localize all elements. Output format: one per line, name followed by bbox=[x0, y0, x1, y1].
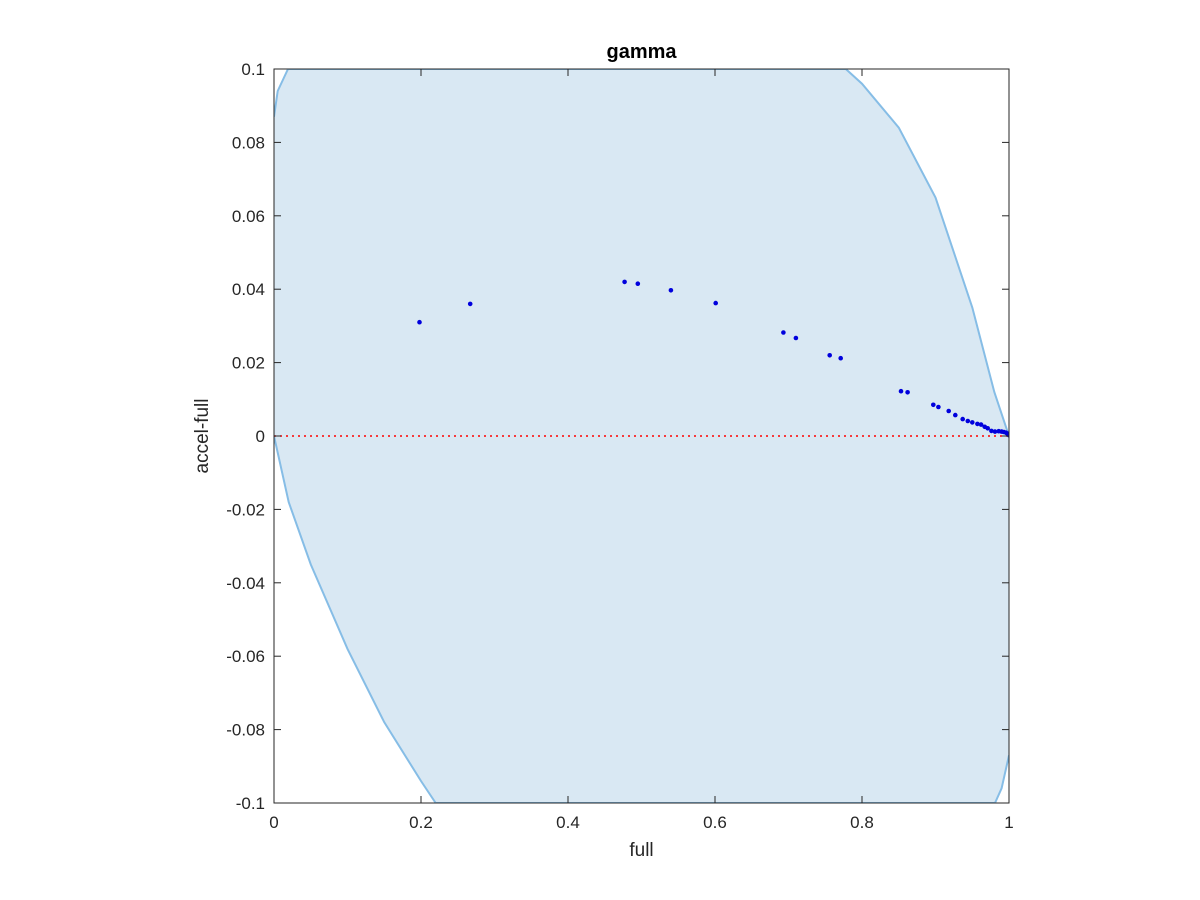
data-point bbox=[793, 335, 799, 341]
data-point bbox=[622, 279, 627, 285]
x-tick-label: 0.4 bbox=[556, 813, 580, 832]
data-point bbox=[668, 288, 674, 293]
data-point bbox=[905, 390, 910, 395]
data-point bbox=[467, 301, 473, 307]
data-point bbox=[838, 355, 843, 361]
data-point bbox=[992, 429, 998, 434]
data-point bbox=[965, 418, 971, 424]
x-axis-label: full bbox=[629, 840, 653, 861]
y-axis-label: accel-full bbox=[192, 399, 213, 474]
data-point bbox=[635, 281, 641, 287]
data-point bbox=[970, 420, 975, 425]
data-point bbox=[713, 300, 718, 306]
x-tick-label: 0.6 bbox=[703, 813, 727, 832]
y-tick-label: 0.02 bbox=[232, 354, 265, 373]
y-tick-label: 0.08 bbox=[232, 133, 265, 152]
region-upper-edge bbox=[274, 69, 1009, 437]
x-tick-label: 1 bbox=[1004, 813, 1013, 832]
data-point bbox=[898, 388, 904, 394]
data-point bbox=[931, 402, 936, 408]
data-point bbox=[989, 428, 994, 434]
data-point bbox=[953, 412, 958, 418]
y-tick-label: 0 bbox=[256, 427, 265, 446]
scatter-points bbox=[417, 279, 1009, 438]
data-point bbox=[936, 404, 941, 410]
data-point bbox=[946, 408, 951, 414]
chart-title: gamma bbox=[606, 41, 677, 63]
data-point bbox=[960, 416, 965, 422]
x-tick-label: 0.2 bbox=[409, 813, 433, 832]
y-tick-label: -0.1 bbox=[236, 794, 265, 813]
y-tick-label: 0.06 bbox=[232, 207, 265, 226]
y-tick-label: -0.06 bbox=[226, 647, 265, 666]
data-point bbox=[781, 330, 786, 335]
y-tick-label: 0.1 bbox=[241, 60, 265, 79]
y-tick-label: 0.04 bbox=[232, 280, 265, 299]
x-tick-label: 0 bbox=[269, 813, 278, 832]
y-tick-label: -0.02 bbox=[226, 500, 265, 519]
y-tick-label: -0.08 bbox=[226, 721, 265, 740]
y-axis-ticks: -0.1 -0.08 -0.06 -0.04 -0.02 0 0.02 0.04 0.06 0.0… bbox=[226, 60, 1009, 813]
data-point bbox=[827, 353, 832, 358]
data-point bbox=[985, 426, 990, 431]
data-point bbox=[978, 422, 984, 427]
region-lower-edge bbox=[274, 435, 1009, 803]
data-point bbox=[417, 319, 422, 325]
x-axis-ticks: 0 0.2 0.4 0.6 0.8 1 bbox=[269, 69, 1014, 832]
data-point bbox=[975, 421, 980, 427]
x-tick-label: 0.8 bbox=[850, 813, 874, 832]
y-tick-label: -0.04 bbox=[226, 574, 265, 593]
